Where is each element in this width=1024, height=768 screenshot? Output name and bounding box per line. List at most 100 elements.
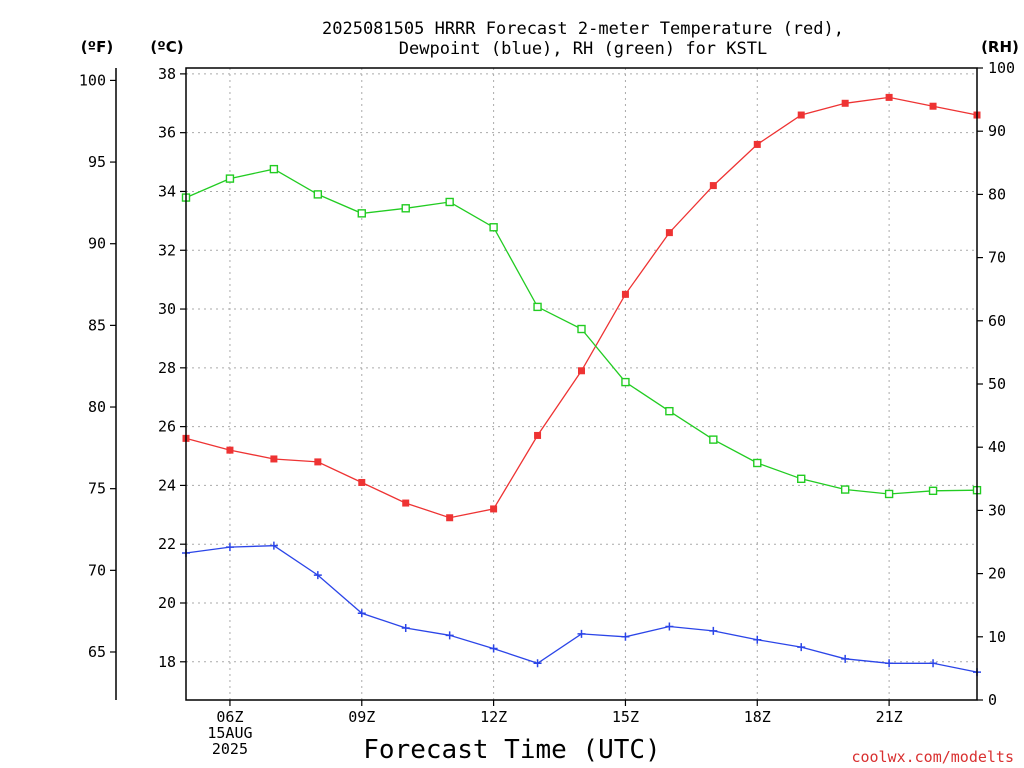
celsius-tick-label: 34 <box>158 182 176 200</box>
celsius-tick-label: 36 <box>158 124 176 142</box>
temperature-point <box>841 99 849 107</box>
fahrenheit-tick-label: 90 <box>88 235 106 253</box>
temperature-point <box>314 458 322 466</box>
dewpoint-point <box>533 659 542 668</box>
dewpoint-point <box>797 643 806 652</box>
dewpoint-point <box>445 631 454 640</box>
temperature-point <box>534 431 542 439</box>
series-layer <box>181 93 982 677</box>
dewpoint-point <box>621 632 630 641</box>
rh-tick-label: 20 <box>988 565 1006 583</box>
temperature-point <box>929 102 937 110</box>
rh-point <box>753 458 762 468</box>
rh-tick-label: 50 <box>988 375 1006 393</box>
dewpoint-point <box>577 629 586 638</box>
time-tick-label: 06Z <box>216 708 243 726</box>
time-tick-label: 15Z <box>612 708 639 726</box>
rh-tick-label: 10 <box>988 628 1006 646</box>
temperature-point <box>226 446 234 454</box>
dewpoint-point <box>357 609 366 618</box>
fahrenheit-tick-label: 85 <box>88 316 106 334</box>
grid-lines <box>186 68 977 700</box>
dewpoint-line <box>185 545 978 673</box>
time-tick-label: 2025 <box>212 740 248 758</box>
rh-point <box>797 474 806 483</box>
celsius-unit-label: (ºC) <box>150 38 183 56</box>
plot-frame <box>185 67 978 701</box>
temperature-point <box>665 229 673 237</box>
fahrenheit-tick-label: 65 <box>88 643 106 661</box>
fahrenheit-tick-label: 70 <box>88 561 106 579</box>
dewpoint-point <box>401 623 410 632</box>
dewpoint-point <box>929 659 938 668</box>
celsius-tick-label: 38 <box>158 65 176 83</box>
celsius-tick-label: 22 <box>158 535 176 553</box>
temperature-point <box>885 93 893 101</box>
rh-point <box>577 324 586 334</box>
celsius-tick-label: 26 <box>158 418 176 436</box>
rh-point <box>621 377 630 387</box>
chart-title-line-2: Dewpoint (blue), RH (green) for KSTL <box>399 39 767 59</box>
rh-tick-label: 30 <box>988 501 1006 519</box>
temperature-point <box>621 290 629 298</box>
fahrenheit-unit-label: (ºF) <box>81 38 113 56</box>
x-axis-label: Forecast Time (UTC) <box>363 735 660 765</box>
rh-axis: 0 10 20 30 40 50 60 70 80 90 100 <box>977 59 1015 709</box>
time-tick-label: 18Z <box>744 708 771 726</box>
rh-point <box>709 435 718 444</box>
rh-tick-label: 90 <box>988 122 1006 140</box>
rh-point <box>928 486 938 496</box>
dewpoint-point <box>489 644 498 653</box>
celsius-tick-label: 28 <box>158 359 176 377</box>
rh-point <box>533 302 542 312</box>
rh-point <box>401 204 410 213</box>
dewpoint-point <box>225 543 234 552</box>
rh-point <box>489 223 498 232</box>
dewpoint-point <box>709 626 718 635</box>
celsius-tick-label: 32 <box>158 241 176 259</box>
rh-tick-label: 80 <box>988 185 1006 203</box>
celsius-tick-label: 20 <box>158 594 176 612</box>
celsius-tick-label: 24 <box>158 476 176 494</box>
fahrenheit-tick-label: 100 <box>79 71 106 89</box>
time-tick-label: 21Z <box>876 708 903 726</box>
celsius-axis: 18 20 22 24 26 28 30 32 34 36 38 <box>158 65 186 671</box>
temperature-point <box>358 478 366 486</box>
temperature-point <box>797 111 805 119</box>
fahrenheit-axis: 65 70 75 80 85 90 95 100 <box>79 71 116 661</box>
rh-point <box>445 197 454 207</box>
rh-tick-label: 100 <box>988 59 1015 77</box>
rh-tick-label: 70 <box>988 249 1006 267</box>
rh-tick-label: 40 <box>988 438 1006 456</box>
temperature-point <box>490 505 498 513</box>
time-tick-label: 09Z <box>348 708 375 726</box>
rh-point <box>357 209 366 218</box>
time-tick-label: 15AUG <box>207 724 252 742</box>
temperature-point <box>753 140 761 148</box>
rh-point <box>313 190 323 199</box>
rh-unit-label: (RH) <box>981 38 1019 56</box>
dewpoint-point <box>841 654 850 663</box>
dewpoint-point <box>269 541 278 550</box>
fahrenheit-tick-label: 75 <box>88 480 106 498</box>
fahrenheit-tick-label: 95 <box>88 153 106 171</box>
temperature-point <box>402 499 410 507</box>
rh-tick-label: 0 <box>988 691 997 709</box>
temperature-point <box>709 182 717 190</box>
credit-text: coolwx.com/modelts <box>851 748 1014 766</box>
dewpoint-point <box>753 635 762 644</box>
rh-point <box>884 489 894 499</box>
rh-point <box>665 406 674 416</box>
rh-point <box>269 164 279 174</box>
celsius-tick-label: 18 <box>158 653 176 671</box>
temperature-point <box>446 514 454 522</box>
temperature-line <box>185 96 978 519</box>
rh-point <box>225 174 235 183</box>
chart-title-line-1: 2025081505 HRRR Forecast 2-meter Tempera… <box>322 19 844 39</box>
rh-point <box>840 485 850 494</box>
rh-tick-label: 60 <box>988 312 1006 330</box>
dewpoint-point <box>665 622 674 631</box>
dewpoint-point <box>885 659 894 668</box>
